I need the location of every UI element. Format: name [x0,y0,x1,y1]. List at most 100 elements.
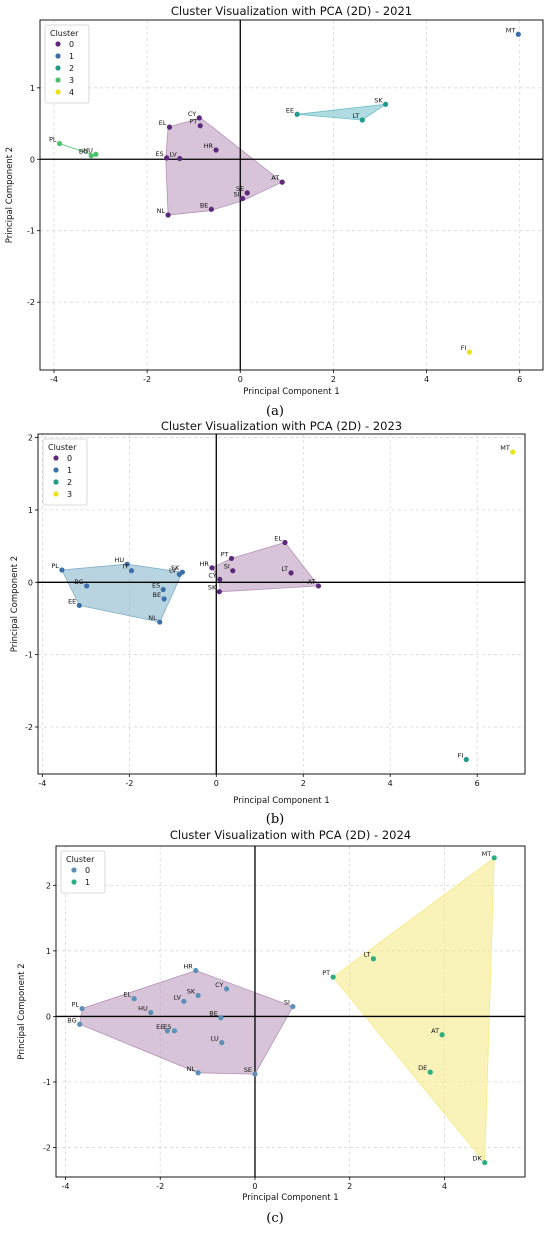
x-tick-label: 4 [442,1182,447,1191]
y-tick-label: -1 [43,1078,51,1087]
y-tick-label: -1 [27,227,35,236]
data-point-ee [294,111,300,117]
legend-box [42,438,88,506]
data-point-pl [56,140,63,147]
data-point-lt [288,570,294,576]
point-label: AT [308,578,316,586]
y-axis-label: Principal Component 2 [10,556,20,652]
data-point-hr [213,147,219,153]
point-label: DE [418,1064,427,1072]
x-tick-label: 4 [388,779,393,788]
legend-label: 0 [69,40,74,49]
legend-marker [55,53,61,59]
point-label: BE [209,1010,218,1018]
point-label: LU [211,1035,219,1043]
data-point-be [161,596,167,602]
point-label: LT [353,112,360,120]
data-point-si [239,195,246,202]
legend-marker [71,879,77,885]
y-tick-label: 1 [28,506,33,515]
cluster-hull-0 [165,117,283,216]
data-point-ee [76,602,82,609]
data-point-cy [217,576,223,583]
point-label: NL [187,1065,196,1073]
x-tick-label: 0 [238,375,243,384]
data-point-hu [148,1009,154,1016]
y-axis-label: Principal Component 2 [17,963,27,1059]
legend-marker [53,467,59,473]
y-tick-label: 2 [46,881,51,890]
legend-label: 2 [67,478,72,487]
data-point-it [128,568,135,574]
legend-marker [53,479,59,485]
legend-label: 1 [85,878,90,887]
data-point-sk [195,992,201,999]
data-point-lv [176,571,182,577]
data-point-pt [197,123,203,129]
data-point-be [218,1015,224,1021]
x-axis-label: Principal Component 1 [233,796,329,806]
legend-title: Cluster [66,855,95,864]
cluster-hull-1 [61,563,183,623]
data-point-sk [216,589,222,595]
data-point-el [282,539,288,546]
data-point-nl [165,212,171,218]
plot-frame [37,433,526,775]
data-point-nl [157,619,163,625]
point-label: MT [506,26,516,34]
legend-label: 1 [69,52,74,61]
data-point-se [252,1071,258,1077]
data-point-lu [219,1040,225,1046]
data-point-at [315,583,322,589]
point-label: NL [157,207,166,215]
y-tick-label: -1 [25,651,33,660]
x-tick-label: 4 [424,375,429,384]
point-label: DK [472,1155,482,1163]
x-axis-label: Principal Component 1 [242,1193,338,1203]
x-tick-label: -2 [143,375,151,384]
legend-label: 1 [67,466,72,475]
point-label: MT [482,850,492,858]
legend-marker [55,65,61,71]
x-tick-label: 0 [252,1182,257,1191]
point-label: NL [148,614,157,622]
data-point-si [290,1003,296,1010]
legend: Cluster 0 1 2 3 4 [44,24,90,104]
point-label: SK [187,987,196,995]
data-point-lv [181,998,187,1004]
data-point-pl [79,1005,85,1012]
point-label: ES [152,582,160,590]
panel-label: (a) [266,404,284,419]
data-point-bg [88,153,94,159]
legend-marker [55,89,61,95]
legend-marker [53,455,59,461]
chart-panel-3: Cluster Visualization with PCA (2D) - 20… [17,828,526,1226]
legend-label: 0 [85,866,90,875]
point-label: HU [138,1004,148,1012]
data-point-dk [482,1159,488,1166]
y-tick-label: 2 [28,434,33,443]
chart-title: Cluster Visualization with PCA (2D) - 20… [171,4,412,18]
data-point-es [164,155,170,161]
data-point-lt [370,956,377,962]
x-tick-label: -4 [38,779,46,788]
point-label: SE [244,1066,252,1074]
cluster-hull-2 [297,103,386,121]
legend-marker [71,867,77,873]
point-label: CY [188,110,196,118]
chart-panel-1: Cluster Visualization with PCA (2D) - 20… [5,4,544,419]
point-label: SE [236,185,244,193]
point-label: BG [74,578,83,586]
point-label: EL [123,991,131,999]
point-label: AT [431,1027,439,1035]
data-point-sk [382,101,389,107]
legend: Cluster 0 1 [60,850,106,894]
legend: Cluster 0 1 2 3 [42,438,88,506]
data-point-pt [330,974,336,980]
data-point-at [439,1032,445,1038]
x-tick-label: -4 [50,375,58,384]
legend-marker [53,491,59,497]
y-tick-label: -2 [27,298,35,307]
point-label: EL [159,119,167,127]
data-point-es [171,1028,178,1034]
